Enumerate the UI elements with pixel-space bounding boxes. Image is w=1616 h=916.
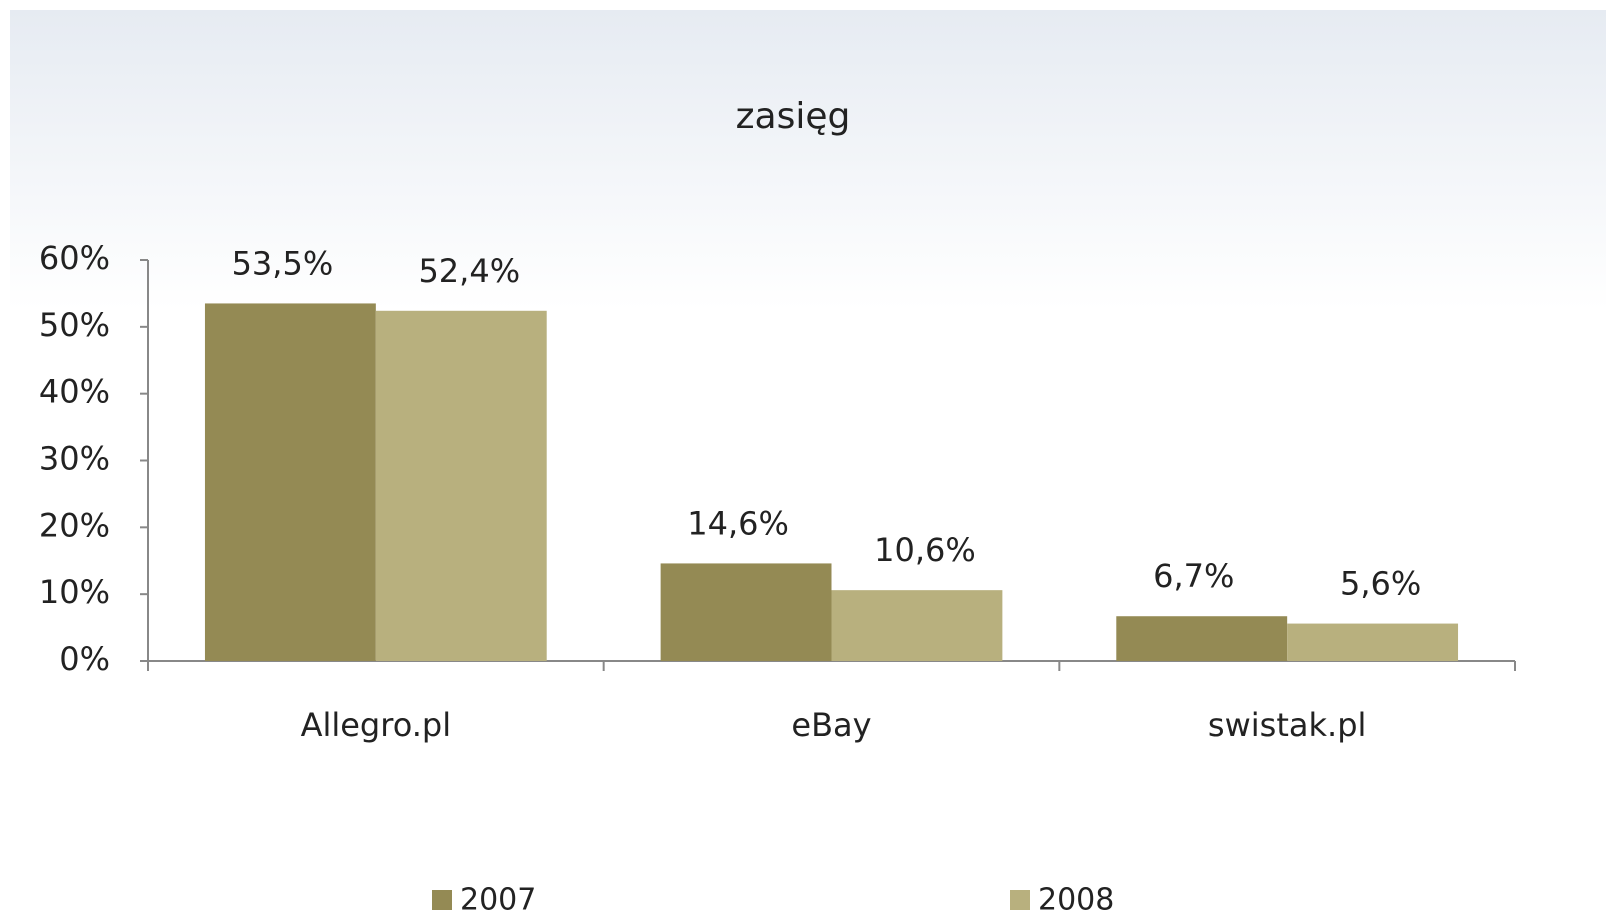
y-tick-label: 10% bbox=[39, 573, 110, 611]
bar bbox=[660, 563, 832, 661]
x-tick-label: Allegro.pl bbox=[301, 706, 452, 744]
x-tick-label: swistak.pl bbox=[1208, 706, 1366, 744]
legend-swatch bbox=[432, 890, 452, 910]
data-label: 10,6% bbox=[874, 531, 976, 569]
y-tick-label: 50% bbox=[39, 306, 110, 344]
y-tick-label: 30% bbox=[39, 440, 110, 478]
data-label: 6,7% bbox=[1153, 557, 1234, 595]
legend-swatch bbox=[1010, 890, 1030, 910]
y-tick-label: 20% bbox=[39, 506, 110, 544]
data-label: 5,6% bbox=[1340, 565, 1421, 603]
background bbox=[10, 10, 1606, 310]
bar bbox=[1287, 623, 1459, 661]
legend-label: 2007 bbox=[460, 883, 536, 916]
bar bbox=[1116, 616, 1288, 661]
y-tick-label: 60% bbox=[39, 239, 110, 277]
y-tick-label: 40% bbox=[39, 373, 110, 411]
data-label: 53,5% bbox=[232, 244, 334, 282]
chart-title: zasięg bbox=[736, 96, 851, 137]
legend-label: 2008 bbox=[1038, 883, 1114, 916]
data-label: 52,4% bbox=[418, 252, 520, 290]
y-tick-label: 0% bbox=[59, 640, 110, 678]
data-label: 14,6% bbox=[687, 504, 789, 542]
bar bbox=[204, 303, 376, 661]
x-tick-label: eBay bbox=[791, 706, 871, 744]
bar bbox=[831, 590, 1003, 661]
bar bbox=[375, 310, 547, 661]
